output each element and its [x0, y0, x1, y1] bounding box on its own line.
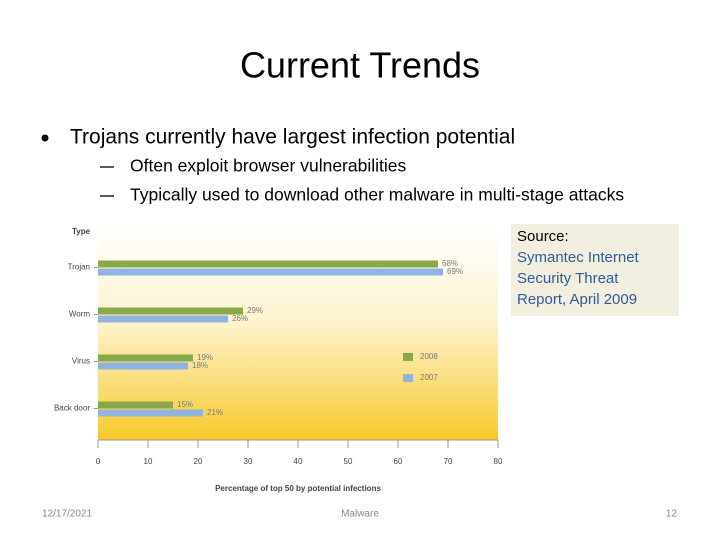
footer-center: Malware [341, 509, 379, 520]
legend-swatch [403, 353, 413, 361]
x-axis-title: Percentage of top 50 by potential infect… [215, 484, 381, 493]
legend-swatch [403, 374, 413, 382]
footer-page: 12 [666, 509, 678, 520]
value-label: 21% [207, 408, 223, 417]
bar [98, 362, 188, 370]
value-label: 15% [177, 400, 193, 409]
y-tick-label: Virus [72, 357, 90, 366]
bullet-text: Trojans currently have largest infection… [70, 126, 515, 149]
bar [98, 354, 193, 362]
x-tick-label: 50 [344, 457, 353, 466]
sub-bullet-text: Typically used to download other malware… [130, 185, 624, 205]
source-line: Report, April 2009 [517, 291, 637, 308]
value-label: 68% [442, 259, 458, 268]
value-label: 18% [192, 361, 208, 370]
source-label: Source: [517, 228, 569, 245]
x-tick-label: 60 [394, 457, 403, 466]
x-tick-label: 10 [144, 457, 153, 466]
bar [98, 268, 443, 276]
value-label: 26% [232, 314, 248, 323]
legend-label: 2008 [420, 352, 438, 361]
x-tick-label: 80 [494, 457, 503, 466]
y-tick-label: Trojan [68, 263, 90, 272]
source-line: Symantec Internet [517, 249, 640, 266]
x-tick-label: 70 [444, 457, 453, 466]
x-tick-label: 30 [244, 457, 253, 466]
value-label: 69% [447, 267, 463, 276]
bar [98, 307, 243, 315]
slide-title: Current Trends [240, 45, 480, 86]
source-box [511, 224, 679, 316]
y-tick-label: Back door [54, 404, 90, 413]
bar [98, 315, 228, 323]
x-tick-label: 40 [294, 457, 303, 466]
legend-label: 2007 [420, 373, 438, 382]
bar [98, 409, 203, 417]
sub-bullet-text: Often exploit browser vulnerabilities [130, 156, 406, 176]
bar [98, 260, 438, 268]
bullet [41, 134, 49, 142]
value-label: 19% [197, 353, 213, 362]
value-label: 29% [247, 306, 263, 315]
x-tick-label: 20 [194, 457, 203, 466]
source-line: Security Threat [517, 270, 619, 287]
x-tick-label: 0 [96, 457, 101, 466]
footer-date: 12/17/2021 [42, 509, 92, 520]
y-tick-label: Worm [69, 310, 91, 319]
y-axis-title: Type [72, 227, 91, 236]
bar [98, 401, 173, 409]
